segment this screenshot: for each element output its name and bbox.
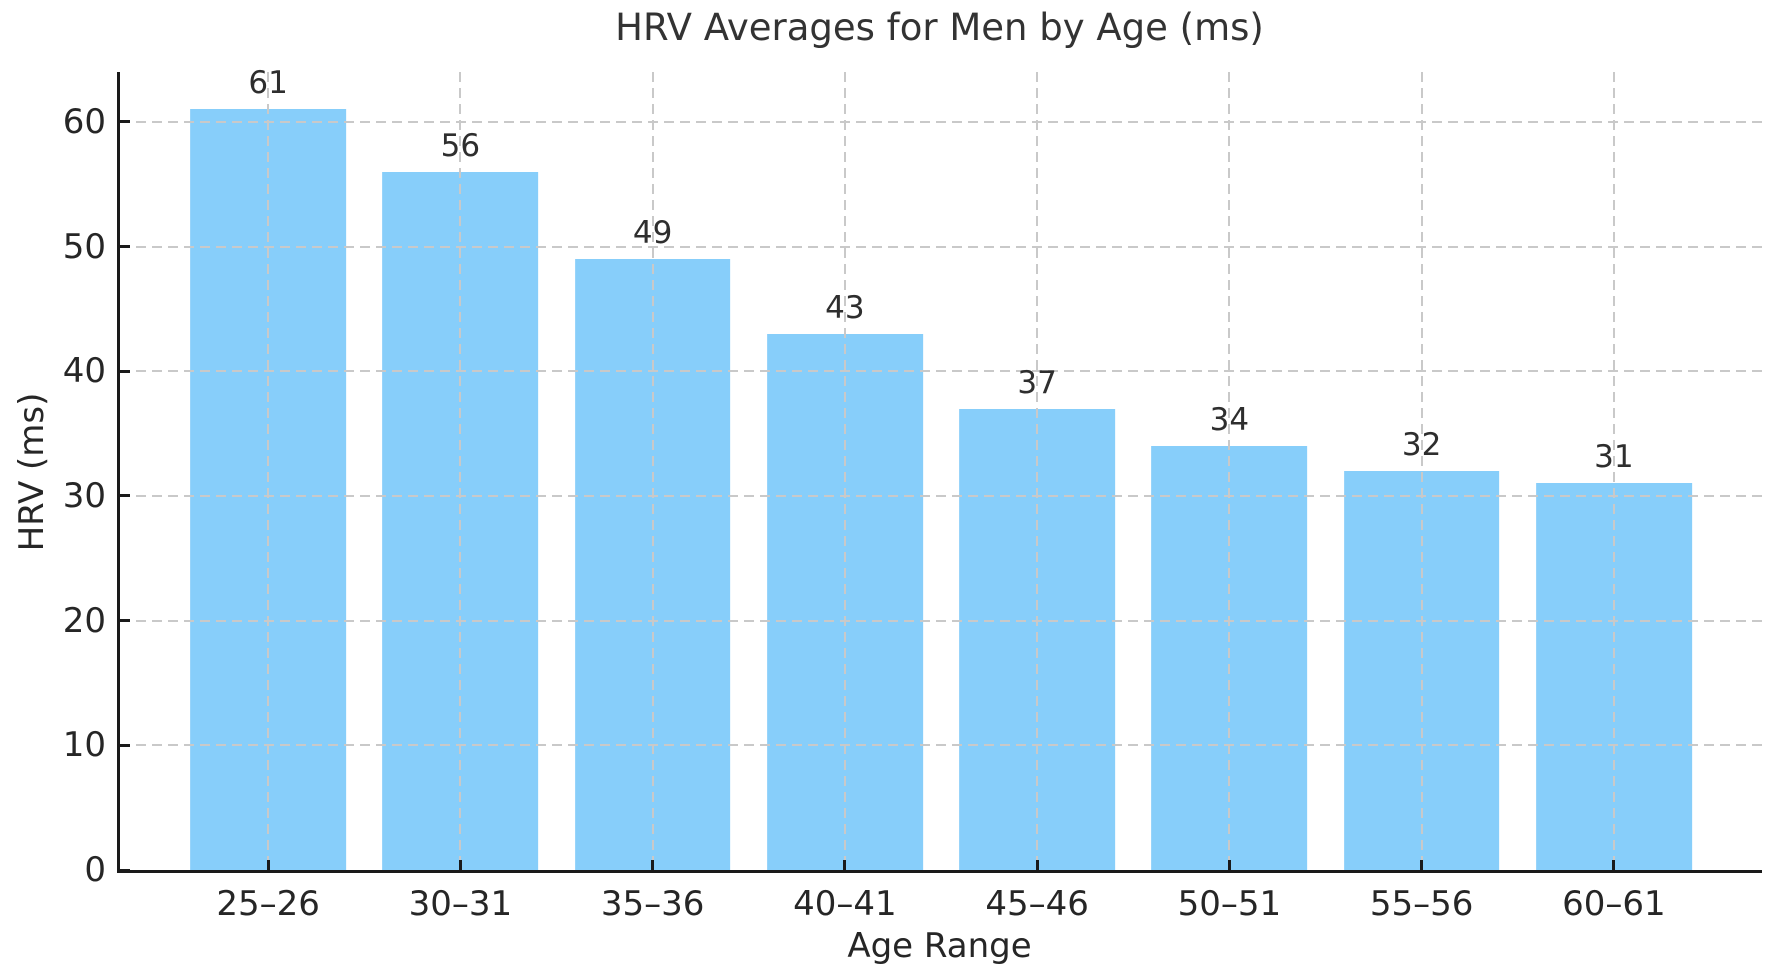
bar-value-label: 31 <box>1594 439 1634 476</box>
y-axis-label: HRV (ms) <box>12 392 52 552</box>
y-gridline <box>120 619 1762 622</box>
x-tick-label: 30–31 <box>408 884 513 924</box>
y-tick-label: 60 <box>62 101 106 142</box>
bar-value-label: 37 <box>1017 364 1057 401</box>
bar-slots: 61 25–26 56 30–31 49 35–36 43 40–41 37 45–46 34 50–… <box>120 65 1762 924</box>
y-tick-mark <box>120 868 130 872</box>
x-tick-mark <box>1420 860 1424 870</box>
bar-slot: 56 30–31 <box>364 72 556 924</box>
bar-value-label: 61 <box>248 65 288 102</box>
x-tick-label: 50–51 <box>1177 884 1282 924</box>
y-tick-label: 20 <box>62 600 106 641</box>
y-gridline <box>120 744 1762 747</box>
y-tick-mark <box>120 619 130 623</box>
x-gridline <box>1420 72 1423 870</box>
y-tick-label: 30 <box>62 475 106 516</box>
bar-slot: 31 60–61 <box>1518 72 1710 924</box>
x-tick-label: 55–56 <box>1369 884 1474 924</box>
x-gridline <box>1612 72 1615 870</box>
y-tick-label: 0 <box>84 850 106 890</box>
bar-slot: 34 50–51 <box>1133 72 1325 924</box>
chart-title: HRV Averages for Men by Age (ms) <box>615 6 1264 49</box>
x-tick-label: 45–46 <box>985 884 1089 924</box>
x-tick-label: 60–61 <box>1562 884 1666 924</box>
y-gridline <box>120 494 1762 497</box>
y-tick-label: 40 <box>62 351 106 392</box>
x-gridline <box>843 72 846 870</box>
x-tick-label: 35–36 <box>600 884 705 924</box>
y-tick-label: 50 <box>62 226 106 267</box>
plot-area: 61 25–26 56 30–31 49 35–36 43 40–41 37 45–46 34 50–… <box>63 65 1762 924</box>
x-tick-mark <box>1612 860 1616 870</box>
bar-slot: 32 55–56 <box>1326 72 1518 924</box>
bar-slot: 43 40–41 <box>749 72 941 924</box>
y-tick-mark <box>120 743 130 747</box>
x-tick-mark <box>651 860 655 870</box>
bar-value-label: 34 <box>1209 402 1250 439</box>
bar-value-label: 56 <box>440 127 481 164</box>
x-tick-mark <box>266 860 270 870</box>
y-gridline <box>120 245 1762 248</box>
x-tick-label: 25–26 <box>216 884 320 924</box>
bar-slot: 49 35–36 <box>557 72 749 924</box>
x-gridline <box>1228 72 1231 870</box>
y-tick-mark <box>120 369 130 373</box>
x-gridline <box>651 72 654 870</box>
x-gridline <box>267 72 270 870</box>
x-tick-label: 40–41 <box>793 884 897 924</box>
y-tick-mark <box>120 494 130 498</box>
x-tick-mark <box>843 860 847 870</box>
y-tick-mark <box>120 120 130 124</box>
x-gridline <box>459 72 462 870</box>
bar-slot: 61 25–26 <box>172 65 364 924</box>
bar-value-label: 43 <box>825 289 865 326</box>
x-tick-mark <box>1227 860 1231 870</box>
x-axis-label: Age Range <box>847 926 1032 966</box>
bar-slot: 37 45–46 <box>941 72 1133 924</box>
x-tick-mark <box>1035 860 1039 870</box>
y-tick-label: 10 <box>62 725 106 766</box>
bar-value-label: 32 <box>1401 427 1442 463</box>
x-gridline <box>1036 72 1039 870</box>
y-gridline <box>120 370 1762 373</box>
y-gridline <box>120 120 1762 123</box>
x-tick-mark <box>458 860 462 870</box>
bar-value-label: 49 <box>632 215 673 252</box>
y-tick-mark <box>120 245 130 249</box>
